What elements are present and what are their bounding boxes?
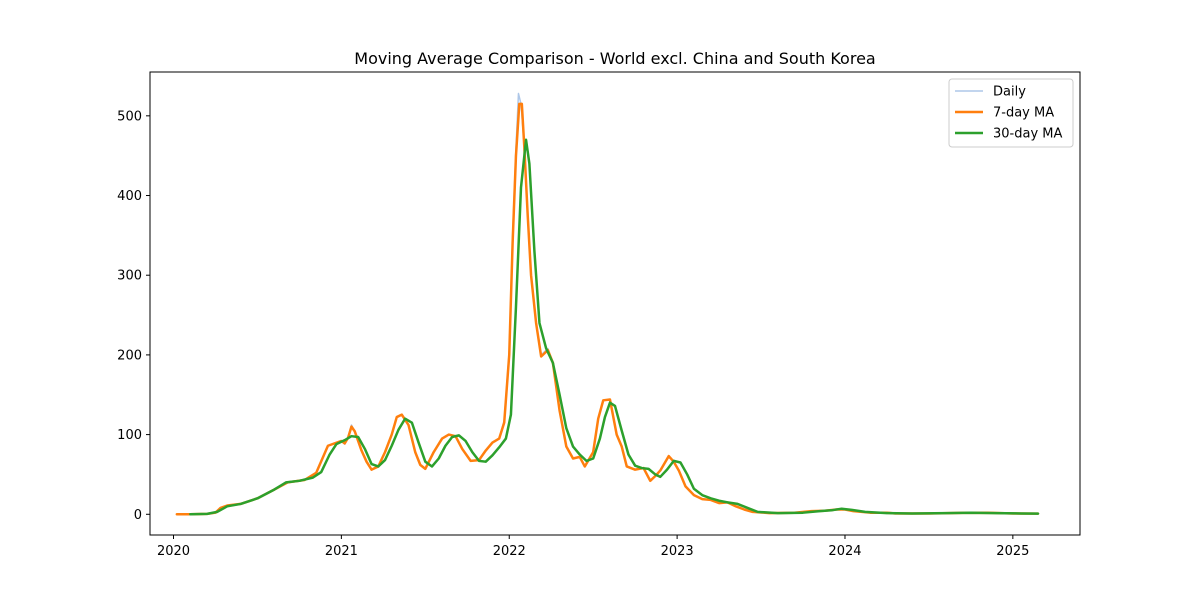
series-layer bbox=[175, 92, 1040, 516]
chart-title: Moving Average Comparison - World excl. … bbox=[354, 49, 875, 68]
axes-layer: 2020 2021 2022 2023 2024 2025 0 100 200 300 400 500 bbox=[117, 71, 1081, 559]
series-line-1 bbox=[175, 102, 1040, 516]
y-tick-label: 400 bbox=[117, 189, 142, 204]
legend-label-0: Daily bbox=[993, 85, 1026, 100]
y-tick-label: 500 bbox=[117, 109, 142, 124]
legend-label-2: 30-day MA bbox=[993, 127, 1062, 142]
y-tick-label: 200 bbox=[117, 348, 142, 363]
x-tick-label: 2021 bbox=[325, 544, 358, 559]
legend-box bbox=[948, 78, 1074, 148]
x-tick-label: 2023 bbox=[661, 544, 694, 559]
series-line-2 bbox=[189, 138, 1040, 516]
plot-frame bbox=[149, 71, 1081, 536]
x-tick-label: 2020 bbox=[157, 544, 190, 559]
x-tick-label: 2025 bbox=[996, 544, 1029, 559]
legend: Daily 7-day MA 30-day MA bbox=[948, 78, 1074, 148]
y-tick-label: 0 bbox=[134, 508, 142, 523]
x-tick-label: 2022 bbox=[493, 544, 526, 559]
y-tick-label: 300 bbox=[117, 269, 142, 284]
legend-label-1: 7-day MA bbox=[993, 106, 1054, 121]
y-tick-label: 100 bbox=[117, 428, 142, 443]
x-tick-label: 2024 bbox=[828, 544, 861, 559]
